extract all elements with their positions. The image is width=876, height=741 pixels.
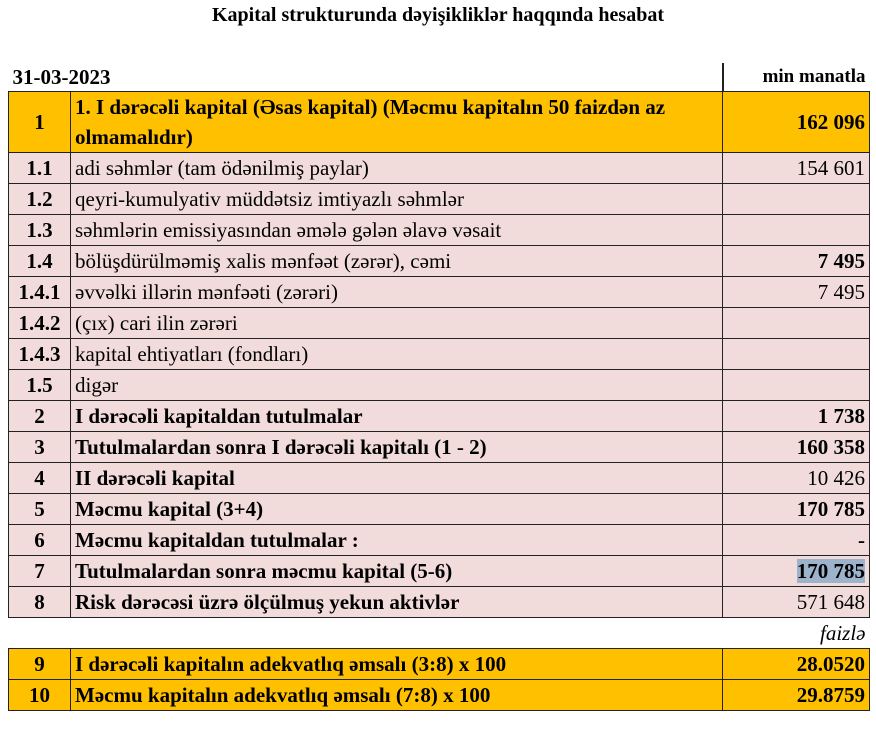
row-number: 10 — [8, 679, 71, 711]
row-value[interactable]: 571 648 — [722, 586, 870, 618]
row-value[interactable] — [722, 369, 870, 401]
row-value[interactable]: 29.8759 — [722, 679, 870, 711]
table-row: 1.4.1 əvvəlki illərin mənfəəti (zərəri) 7 … — [8, 276, 870, 308]
row-value[interactable]: - — [722, 524, 870, 556]
row-label: bölüşdürülməmiş xalis mənfəət (zərər), c… — [70, 245, 723, 277]
row-number: 1 — [8, 91, 71, 153]
row-label: digər — [70, 369, 723, 401]
table-row: 1.4.2 (çıx) cari ilin zərəri — [8, 307, 870, 339]
row-value[interactable]: 160 358 — [722, 431, 870, 463]
report-date: 31-03-2023 — [8, 63, 723, 92]
row-value[interactable] — [722, 214, 870, 246]
table-row: 7 Tutulmalardan sonra məcmu kapital (5-6)… — [8, 555, 870, 587]
row-label: Məcmu kapitaldan tutulmalar : — [70, 524, 723, 556]
row-label: I dərəcəli kapitaldan tutulmalar — [70, 400, 723, 432]
row-number: 1.4 — [8, 245, 71, 277]
table-row: 8 Risk dərəcəsi üzrə ölçülmuş yekun aktiv… — [8, 586, 870, 618]
row-value[interactable]: 7 495 — [722, 245, 870, 277]
row-number: 1.4.2 — [8, 307, 71, 339]
row-number: 1.2 — [8, 183, 71, 215]
row-number: 9 — [8, 648, 71, 680]
row-label: Tutulmalardan sonra I dərəcəli kapitalı … — [70, 431, 723, 463]
row-value[interactable]: 28.0520 — [722, 648, 870, 680]
row-number: 1.1 — [8, 152, 71, 184]
row-value[interactable] — [722, 338, 870, 370]
row-value[interactable]: 1 738 — [722, 400, 870, 432]
unit-label: min manatla — [721, 63, 870, 92]
percent-unit-label: faizlə — [722, 617, 870, 649]
table-row: 1.4.3 kapital ehtiyatları (fondları) — [8, 338, 870, 370]
table-row: 1.1 adi səhmlər (tam ödənilmiş paylar) 154… — [8, 152, 870, 184]
table-row: 1.3 səhmlərin emissiyasından əmələ gələn … — [8, 214, 870, 246]
capital-structure-table: 31-03-2023 min manatla 1 1. I dərəcəli ka… — [8, 63, 870, 711]
row-number: 4 — [8, 462, 71, 494]
row-label: kapital ehtiyatları (fondları) — [70, 338, 723, 370]
row-label: II dərəcəli kapital — [70, 462, 723, 494]
table-row: 6 Məcmu kapitaldan tutulmalar :- — [8, 524, 870, 556]
row-value[interactable]: 162 096 — [722, 91, 870, 153]
table-row: 4 II dərəcəli kapital 10 426 — [8, 462, 870, 494]
row-number: 7 — [8, 555, 71, 587]
row-label: Məcmu kapital (3+4) — [70, 493, 723, 525]
table-row: 5 Məcmu kapital (3+4) 170 785 — [8, 493, 870, 525]
row-number: 1.4.1 — [8, 276, 71, 308]
row-number: 1.5 — [8, 369, 71, 401]
row-value[interactable] — [722, 307, 870, 339]
row-label: (çıx) cari ilin zərəri — [70, 307, 723, 339]
row-label: Risk dərəcəsi üzrə ölçülmuş yekun aktivl… — [70, 586, 723, 618]
row-label: I dərəcəli kapitalın adekvatlıq əmsalı (… — [70, 648, 723, 680]
row-number: 1.3 — [8, 214, 71, 246]
row-label: qeyri-kumulyativ müddətsiz imtiyazlı səh… — [70, 183, 723, 215]
row-number: 5 — [8, 493, 71, 525]
row-value[interactable] — [722, 183, 870, 215]
row-number: 1.4.3 — [8, 338, 71, 370]
table-row: 10 Məcmu kapitalın adekvatlıq əmsalı (7:8… — [8, 679, 870, 711]
row-label: Tutulmalardan sonra məcmu kapital (5-6) — [70, 555, 723, 587]
row-number: 3 — [8, 431, 71, 463]
row-label: 1. I dərəcəli kapital (Əsas kapital) (Mə… — [70, 91, 723, 153]
row-number: 2 — [8, 400, 71, 432]
table-row: 1.5 digər — [8, 369, 870, 401]
table-row: 1.2 qeyri-kumulyativ müddətsiz imtiyazlı … — [8, 183, 870, 215]
table-row: 3 Tutulmalardan sonra I dərəcəli kapitalı… — [8, 431, 870, 463]
row-value[interactable]: 154 601 — [722, 152, 870, 184]
table-row: 1.4 bölüşdürülməmiş xalis mənfəət (zərər)… — [8, 245, 870, 277]
selected-value[interactable]: 170 785 — [796, 559, 865, 583]
table-header-row: 31-03-2023 min manatla — [8, 63, 870, 92]
row-label: adi səhmlər (tam ödənilmiş paylar) — [70, 152, 723, 184]
row-value[interactable]: 7 495 — [722, 276, 870, 308]
row-value[interactable]: 170 785 — [722, 493, 870, 525]
percent-unit-row: faizlə — [8, 617, 870, 649]
row-label: əvvəlki illərin mənfəəti (zərəri) — [70, 276, 723, 308]
report-title: Kapital strukturunda dəyişikliklər haqqı… — [212, 4, 664, 26]
row-label: səhmlərin emissiyasından əmələ gələn əla… — [70, 214, 723, 246]
row-label: Məcmu kapitalın adekvatlıq əmsalı (7:8) … — [70, 679, 723, 711]
row-value[interactable]: 170 785 — [722, 555, 870, 587]
table-row: 1 1. I dərəcəli kapital (Əsas kapital) (M… — [8, 91, 870, 153]
row-number: 8 — [8, 586, 71, 618]
row-value[interactable]: 10 426 — [722, 462, 870, 494]
row-number: 6 — [8, 524, 71, 556]
